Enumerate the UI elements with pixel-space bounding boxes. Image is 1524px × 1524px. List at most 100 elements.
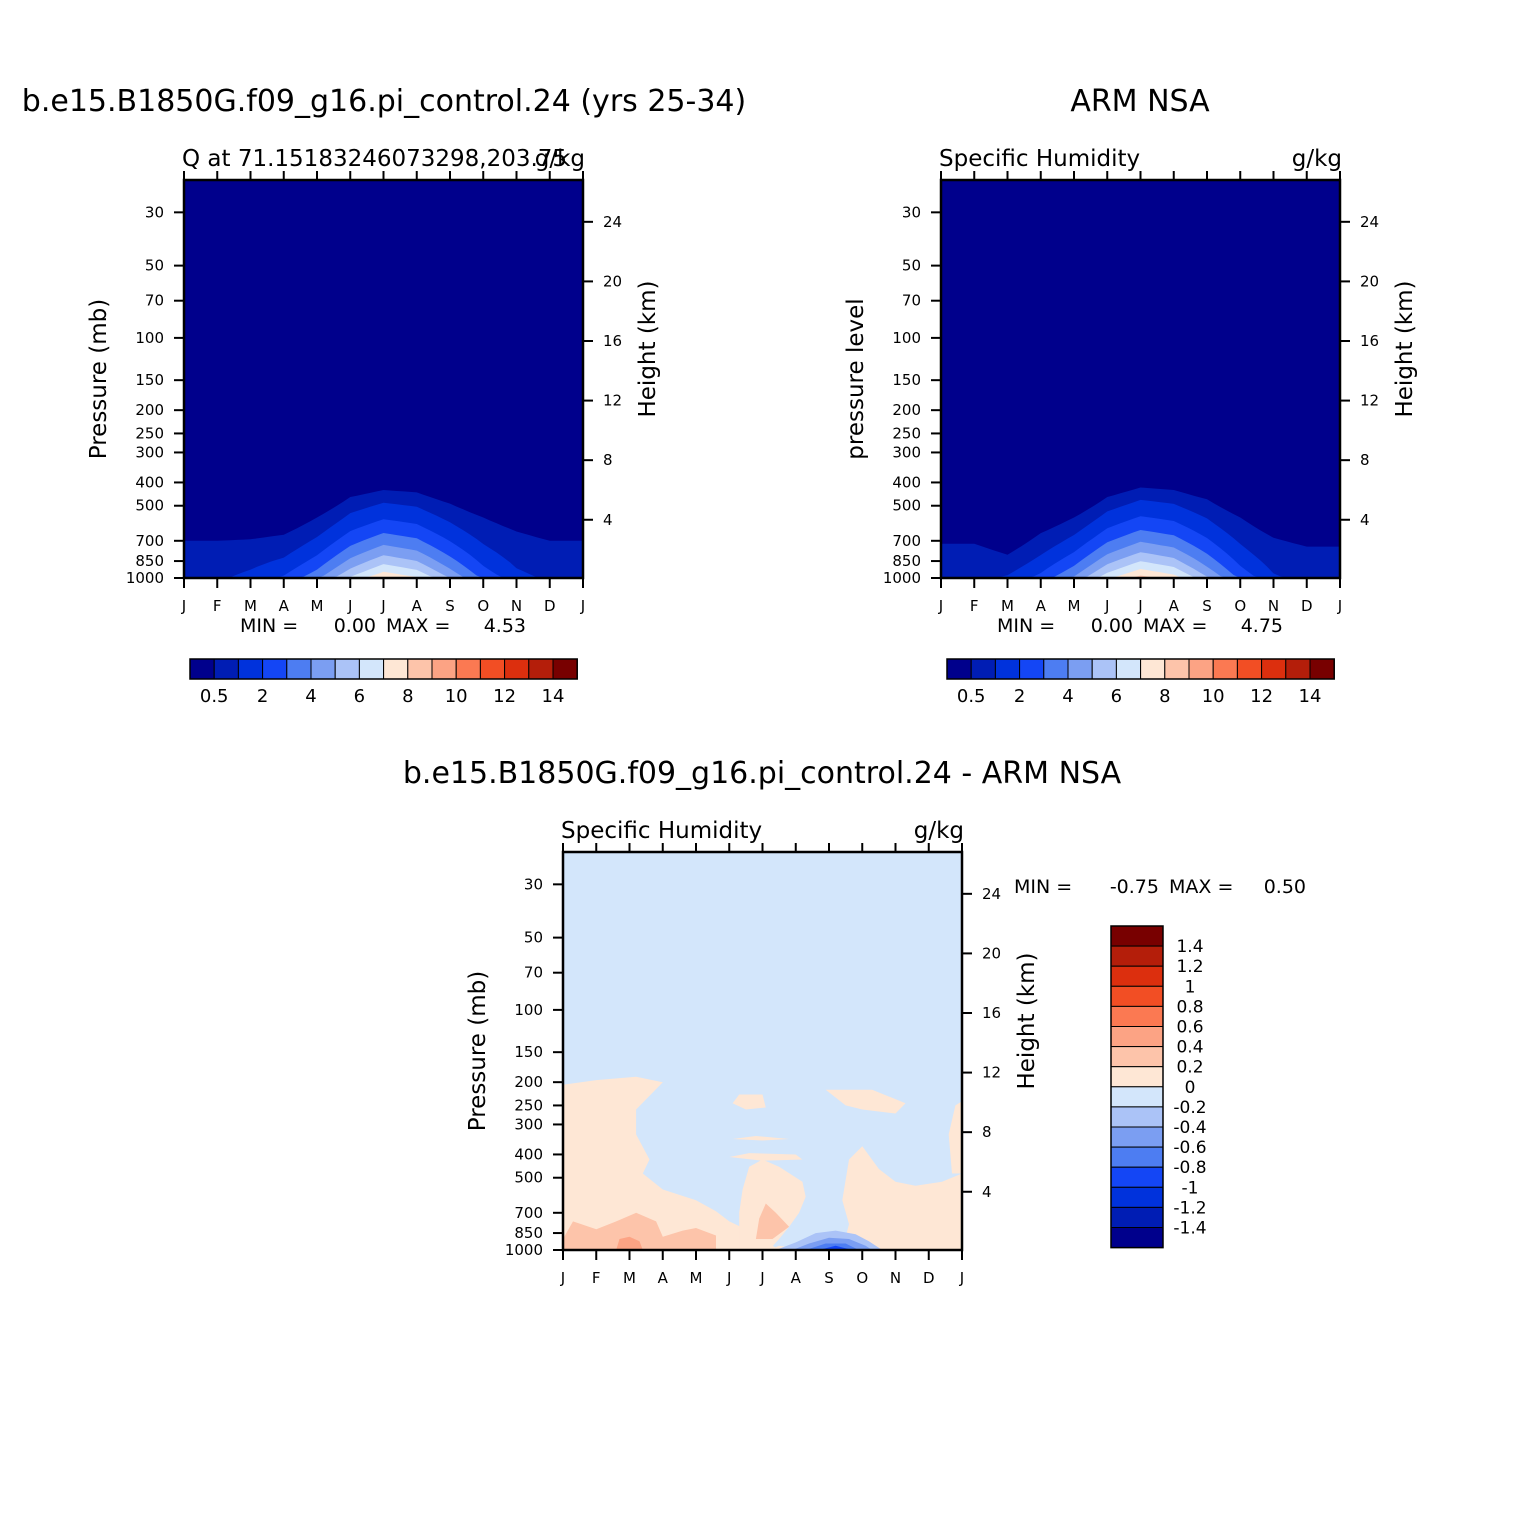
height-tick-label: 20 [1360,272,1379,290]
difference-contour-8 [563,1212,716,1250]
max-value: 4.53 [484,615,526,637]
x-tick-label: J [380,597,385,615]
colorbar-box [1110,1066,1164,1088]
y-tick-label: 1000 [505,1241,543,1259]
units-label: g/kg [1292,146,1342,172]
colorbar-box [1110,1086,1164,1108]
y-tick-label: 50 [524,929,543,947]
colorbar-box [1110,925,1164,947]
colorbar-frame [189,658,578,680]
plot-area [941,180,1340,578]
x-tick-label: D [1301,597,1313,615]
height-tick-label: 16 [982,1004,1001,1022]
colorbar-label: 0.5 [200,686,229,707]
colorbar-box [1019,658,1045,680]
units-label: g/kg [535,146,585,172]
height-tick-label: 24 [1360,213,1379,231]
difference-contour-4 [732,1094,766,1110]
min-value: -0.75 [1110,876,1159,898]
y-tick-label: 70 [902,292,921,310]
x-tick-label: J [759,1269,764,1287]
colorbar-box [504,658,530,680]
chart-title: b.e15.B1850G.f09_g16.pi_control.24 (yrs … [22,84,746,119]
difference-contour-7 [729,1153,803,1161]
colorbar-label: 4 [1062,686,1073,707]
colorbar-box [1110,1026,1164,1048]
height-tick-label: 12 [603,392,622,410]
colorbar-box [431,658,457,680]
colorbar-box [1110,1166,1164,1188]
height-axis-label: Height (km) [1014,952,1040,1089]
x-tick-label: A [279,597,290,615]
y-tick-label: 250 [514,1096,543,1114]
y-tick-label: 300 [892,443,921,461]
colorbar-box [358,658,385,680]
y-tick-label: 100 [135,329,164,347]
x-tick-label: F [970,597,979,615]
x-tick-label: J [580,597,585,615]
colorbar-box [1043,658,1069,680]
model-panel: b.e15.B1850G.f09_g16.pi_control.24 (yrs … [22,84,746,707]
colorbar: 0.5 2 4 6 8 10 12 14 [946,658,1335,707]
x-tick-label: J [1137,597,1142,615]
x-tick-label: M [623,1269,636,1287]
height-axis-label: Height (km) [1392,280,1418,417]
colorbar-box [1110,985,1164,1007]
x-tick-label: S [445,597,455,615]
colorbar-box [334,658,360,680]
colorbar-box [1110,1046,1164,1068]
x-tick-label: A [791,1269,802,1287]
colorbar-box [946,658,972,680]
difference-contour-0 [563,1076,780,1250]
height-tick-label: 12 [1360,392,1379,410]
x-tick-label: A [1169,597,1180,615]
colorbar-box [1110,1227,1164,1249]
height-tick-label: 8 [603,451,613,469]
colorbar-box [407,658,433,680]
x-tick-label: J [181,597,186,615]
y-tick-label: 30 [902,203,921,221]
x-tick-label: J [560,1269,565,1287]
y-tick-label: 30 [145,203,164,221]
y-tick-label: 300 [135,443,164,461]
x-tick-label: J [959,1269,964,1287]
colorbar-box [213,658,239,680]
colorbar-box [1110,945,1164,967]
y-tick-label: 700 [892,532,921,550]
y-tick-label: 400 [135,473,164,491]
height-tick-label: 16 [1360,332,1379,350]
height-tick-label: 4 [1360,511,1370,529]
colorbar-box [383,658,409,680]
height-tick-label: 4 [982,1183,992,1201]
y-tick-label: 1000 [883,569,921,587]
colorbar-label: 0.6 [1176,1018,1203,1038]
y-tick-label: 50 [145,257,164,275]
contour-fill-level-8 [184,571,583,578]
difference-contour-6 [732,1136,790,1141]
colorbar-box [1164,658,1190,680]
x-tick-label: J [1337,597,1342,615]
colorbar-box [1236,658,1263,680]
colorbar-box [1110,1206,1164,1229]
colorbar-label: 10 [445,686,468,707]
colorbar-label: 2 [1014,686,1025,707]
colorbar-label: 8 [1159,686,1170,707]
colorbar-box [286,658,312,680]
x-tick-label: D [544,597,556,615]
colorbar-label: 1.4 [1176,937,1203,957]
difference-contour-10 [616,1236,643,1250]
colorbar-label: 0.2 [1176,1058,1203,1078]
colorbar-box [310,658,336,680]
height-tick-label: 12 [982,1064,1001,1082]
y-tick-label: 250 [892,424,921,442]
colorbar-box [1115,658,1142,680]
colorbar-label: -1.4 [1173,1219,1206,1239]
colorbar-box [237,658,264,680]
height-tick-label: 8 [1360,451,1370,469]
colorbar-label: 0.4 [1176,1038,1203,1058]
colorbar-label: 2 [257,686,268,707]
colorbar-box [1110,1106,1164,1128]
colorbar-label: 8 [402,686,413,707]
height-tick-label: 24 [603,213,622,231]
y-tick-label: 70 [145,292,164,310]
